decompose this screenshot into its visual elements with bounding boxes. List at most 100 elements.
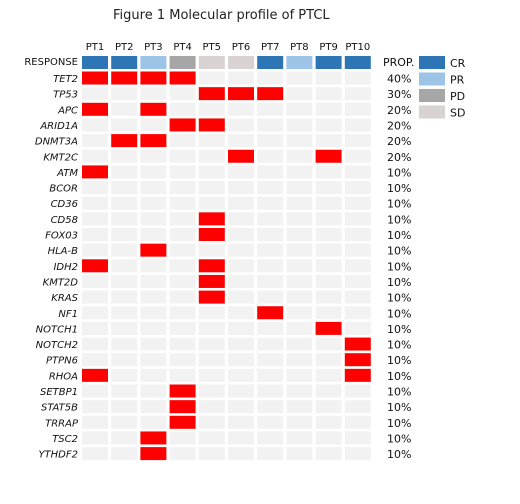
- gene-label: TSC2: [52, 434, 78, 445]
- empty-cell: [344, 228, 371, 241]
- response-cell: [315, 56, 342, 69]
- proportion-value: 10%: [387, 307, 411, 320]
- gene-label: STAT5B: [41, 403, 78, 414]
- empty-cell: [169, 353, 196, 367]
- empty-cell: [111, 149, 138, 163]
- legend: CR PR PD SD: [419, 56, 466, 120]
- empty-cell: [257, 181, 284, 195]
- mutation-cell: [82, 165, 108, 179]
- empty-cell: [315, 384, 342, 398]
- patient-header: PT10: [345, 42, 370, 53]
- mutation-cell: [198, 87, 225, 101]
- gene-label: CD36: [51, 199, 78, 210]
- mutation-cell: [82, 71, 108, 85]
- figure-title: Figure 1 Molecular profile of PTCL: [113, 8, 330, 23]
- proportion-value: 10%: [387, 245, 411, 258]
- empty-cell: [257, 259, 284, 273]
- empty-cell: [140, 118, 167, 132]
- mutation-cell: [82, 102, 108, 116]
- empty-cell: [315, 306, 342, 320]
- empty-cell: [286, 71, 313, 85]
- response-cell: [111, 56, 138, 69]
- gene-label: ARID1A: [39, 121, 78, 132]
- empty-cell: [140, 196, 167, 210]
- empty-cell: [344, 306, 371, 320]
- proportion-value: 40%: [387, 73, 411, 86]
- empty-cell: [228, 134, 254, 148]
- mutation-cell: [169, 71, 196, 85]
- proportion-labels: 40% 30% 20% 20% 20% 20% 10% 10% 10% 10% 10% 10% 10% 1…: [387, 73, 411, 462]
- empty-cell: [286, 102, 313, 116]
- proportion-value: 10%: [387, 370, 411, 383]
- response-cell: [228, 56, 254, 69]
- empty-cell: [344, 321, 371, 335]
- gene-label: PTPN6: [46, 356, 78, 367]
- empty-cell: [315, 165, 342, 179]
- gene-label: KMT2D: [43, 277, 79, 288]
- empty-cell: [111, 181, 138, 195]
- proportion-value: 10%: [387, 339, 411, 352]
- empty-cell: [257, 228, 284, 241]
- empty-cell: [169, 134, 196, 148]
- mutation-cell: [257, 87, 284, 101]
- empty-cell: [198, 431, 225, 445]
- empty-cell: [198, 353, 225, 367]
- empty-cell: [140, 400, 167, 414]
- mutation-cell: [198, 228, 225, 241]
- mutation-cell: [198, 118, 225, 132]
- empty-cell: [169, 102, 196, 116]
- empty-cell: [228, 71, 254, 85]
- legend-swatch: [419, 105, 445, 119]
- response-cell: [169, 56, 196, 69]
- gene-label: NOTCH1: [36, 324, 78, 335]
- empty-cell: [315, 212, 342, 226]
- empty-cell: [315, 102, 342, 116]
- empty-cell: [169, 274, 196, 288]
- gene-label: NF1: [58, 309, 78, 320]
- empty-cell: [82, 274, 108, 288]
- empty-cell: [140, 165, 167, 179]
- empty-cell: [286, 134, 313, 148]
- mutation-cell: [82, 259, 108, 273]
- response-cell: [198, 56, 225, 69]
- mutation-cell: [198, 212, 225, 226]
- empty-cell: [198, 243, 225, 257]
- mutation-cell: [315, 149, 342, 163]
- empty-cell: [111, 274, 138, 288]
- empty-cell: [169, 447, 196, 461]
- empty-cell: [82, 353, 108, 367]
- empty-cell: [257, 431, 284, 445]
- patient-header: PT6: [232, 42, 251, 53]
- empty-cell: [286, 384, 313, 398]
- empty-cell: [198, 447, 225, 461]
- empty-cell: [344, 431, 371, 445]
- patient-header: PT5: [203, 42, 222, 53]
- empty-cell: [315, 447, 342, 461]
- empty-cell: [169, 259, 196, 273]
- empty-cell: [198, 196, 225, 210]
- gene-label: APC: [57, 105, 78, 116]
- proportion-value: 10%: [387, 182, 411, 195]
- proportion-value: 10%: [387, 276, 411, 289]
- mutation-cell: [140, 243, 167, 257]
- empty-cell: [140, 337, 167, 351]
- empty-cell: [344, 212, 371, 226]
- empty-cell: [198, 337, 225, 351]
- empty-cell: [257, 337, 284, 351]
- empty-cell: [315, 181, 342, 195]
- empty-cell: [140, 274, 167, 288]
- empty-cell: [111, 431, 138, 445]
- mutation-cell: [140, 102, 167, 116]
- empty-cell: [111, 212, 138, 226]
- empty-cell: [111, 321, 138, 335]
- empty-cell: [228, 306, 254, 320]
- prop-header: PROP.: [383, 56, 414, 69]
- empty-cell: [286, 353, 313, 367]
- empty-cell: [82, 87, 108, 101]
- empty-cell: [286, 212, 313, 226]
- mutation-cell: [198, 274, 225, 288]
- response-row: [82, 56, 371, 69]
- empty-cell: [315, 415, 342, 429]
- empty-cell: [315, 353, 342, 367]
- empty-cell: [169, 290, 196, 304]
